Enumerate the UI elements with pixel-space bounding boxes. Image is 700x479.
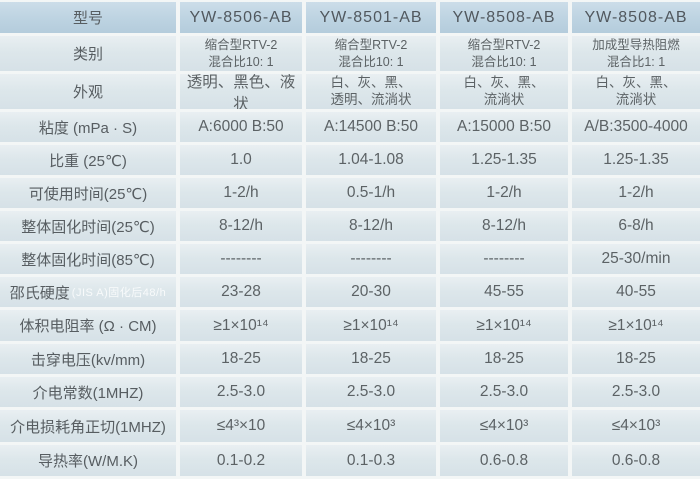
header-model-1: YW-8506-AB bbox=[180, 2, 302, 33]
table-cell: ≤4³×10 bbox=[180, 410, 302, 442]
header-model-3: YW-8508-AB bbox=[440, 2, 568, 33]
table-cell: -------- bbox=[306, 244, 436, 274]
row-label-volume-resistivity: 体积电阻率 (Ω · CM) bbox=[0, 310, 176, 341]
shore-hardness-note: (JIS A)固化后48/h bbox=[71, 287, 167, 299]
table-cell: 0.1-0.3 bbox=[306, 445, 436, 476]
table-cell: ≤4×10³ bbox=[440, 410, 568, 442]
table-cell: ≤4×10³ bbox=[572, 410, 700, 442]
table-cell: 0.5-1/h bbox=[306, 178, 436, 208]
table-cell: -------- bbox=[440, 244, 568, 274]
shore-hardness-label: 邵氏硬度 bbox=[9, 284, 70, 302]
table-cell: 18-25 bbox=[572, 344, 700, 374]
table-cell: A:6000 B:50 bbox=[180, 112, 302, 142]
table-cell: 缩合型RTV-2 混合比10: 1 bbox=[180, 36, 302, 71]
table-cell: 白、灰、黑、 流淌状 bbox=[572, 74, 700, 109]
table-cell: 缩合型RTV-2 混合比10: 1 bbox=[306, 36, 436, 71]
table-cell: A:14500 B:50 bbox=[306, 112, 436, 142]
table-cell: 1-2/h bbox=[180, 178, 302, 208]
table-cell: 加成型导热阻燃 混合比1: 1 bbox=[572, 36, 700, 71]
row-label-appearance: 外观 bbox=[0, 74, 176, 109]
table-cell: 0.1-0.2 bbox=[180, 445, 302, 476]
row-label-category: 类别 bbox=[0, 36, 176, 71]
table-cell: 1.25-1.35 bbox=[572, 145, 700, 175]
table-cell: 1-2/h bbox=[572, 178, 700, 208]
table-cell: 0.6-0.8 bbox=[572, 445, 700, 476]
row-label-breakdown-voltage: 击穿电压(kv/mm) bbox=[0, 344, 176, 374]
row-label-cure-time-25: 整体固化时间(25℃) bbox=[0, 211, 176, 241]
row-label-dissipation-factor: 介电损耗角正切(1MHZ) bbox=[0, 410, 176, 442]
table-cell: ≥1×10¹⁴ bbox=[440, 310, 568, 341]
table-cell: 25-30/min bbox=[572, 244, 700, 274]
header-model-2: YW-8501-AB bbox=[306, 2, 436, 33]
row-label-cure-time-85: 整体固化时间(85℃) bbox=[0, 244, 176, 274]
row-label-viscosity: 粘度 (mPa · S) bbox=[0, 112, 176, 142]
table-cell: 1.04-1.08 bbox=[306, 145, 436, 175]
row-label-specific-gravity: 比重 (25℃) bbox=[0, 145, 176, 175]
table-cell: 8-12/h bbox=[180, 211, 302, 241]
table-cell: 2.5-3.0 bbox=[306, 377, 436, 407]
table-cell: -------- bbox=[180, 244, 302, 274]
table-cell: 0.6-0.8 bbox=[440, 445, 568, 476]
table-cell: 18-25 bbox=[440, 344, 568, 374]
row-label-shore-hardness: 邵氏硬度 (JIS A)固化后48/h bbox=[0, 277, 176, 307]
table-cell: 18-25 bbox=[306, 344, 436, 374]
table-cell: 1.0 bbox=[180, 145, 302, 175]
header-model-4: YW-8508-AB bbox=[572, 2, 700, 33]
table-cell: 缩合型RTV-2 混合比10: 1 bbox=[440, 36, 568, 71]
row-label-dielectric-constant: 介电常数(1MHZ) bbox=[0, 377, 176, 407]
table-cell: ≤4×10³ bbox=[306, 410, 436, 442]
table-cell: ≥1×10¹⁴ bbox=[180, 310, 302, 341]
table-cell: 透明、黑色、液状 bbox=[180, 74, 302, 109]
table-cell: 1.25-1.35 bbox=[440, 145, 568, 175]
row-label-thermal-conductivity: 导热率(W/M.K) bbox=[0, 445, 176, 476]
row-label-pot-life: 可使用时间(25℃) bbox=[0, 178, 176, 208]
table-cell: A/B:3500-4000 bbox=[572, 112, 700, 142]
table-cell: 8-12/h bbox=[306, 211, 436, 241]
table-cell: 40-55 bbox=[572, 277, 700, 307]
table-cell: 20-30 bbox=[306, 277, 436, 307]
table-cell: 6-8/h bbox=[572, 211, 700, 241]
table-cell: 8-12/h bbox=[440, 211, 568, 241]
table-cell: 23-28 bbox=[180, 277, 302, 307]
table-cell: ≥1×10¹⁴ bbox=[572, 310, 700, 341]
table-cell: 白、灰、黑、 透明、流淌状 bbox=[306, 74, 436, 109]
table-cell: A:15000 B:50 bbox=[440, 112, 568, 142]
header-row-label: 型号 bbox=[0, 2, 176, 33]
table-cell: ≥1×10¹⁴ bbox=[306, 310, 436, 341]
table-cell: 2.5-3.0 bbox=[440, 377, 568, 407]
table-cell: 白、灰、黑、 流淌状 bbox=[440, 74, 568, 109]
table-cell: 45-55 bbox=[440, 277, 568, 307]
table-cell: 2.5-3.0 bbox=[180, 377, 302, 407]
table-cell: 2.5-3.0 bbox=[572, 377, 700, 407]
table-cell: 18-25 bbox=[180, 344, 302, 374]
table-cell: 1-2/h bbox=[440, 178, 568, 208]
